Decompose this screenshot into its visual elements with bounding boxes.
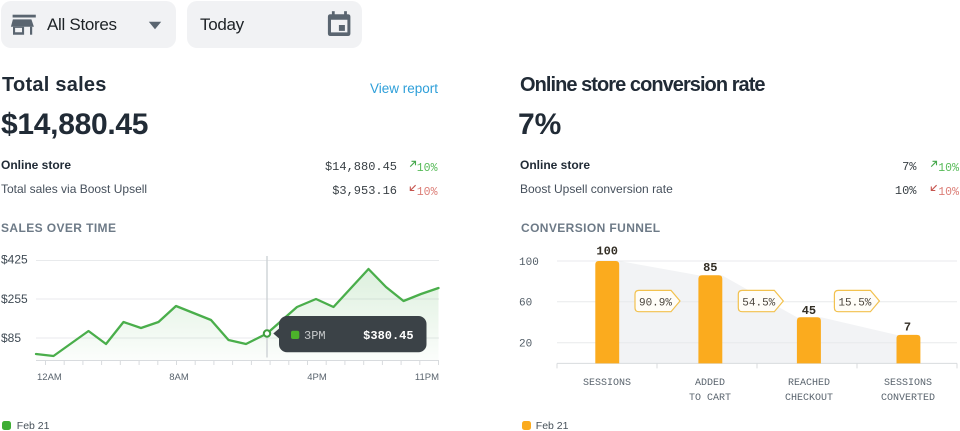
svg-text:CHECKOUT: CHECKOUT — [785, 393, 833, 404]
svg-text:$425: $425 — [1, 252, 28, 266]
svg-text:100: 100 — [596, 245, 618, 259]
svg-text:60: 60 — [519, 298, 532, 310]
svg-text:SESSIONS: SESSIONS — [884, 378, 932, 389]
svg-text:SESSIONS: SESSIONS — [583, 378, 631, 389]
svg-text:4PM: 4PM — [307, 372, 327, 383]
svg-text:54.5%: 54.5% — [742, 298, 775, 310]
svg-text:$85: $85 — [1, 331, 21, 345]
svg-text:CONVERTED: CONVERTED — [881, 393, 935, 404]
svg-text:ADDED: ADDED — [695, 378, 725, 389]
svg-text:15.5%: 15.5% — [838, 298, 871, 310]
svg-text:45: 45 — [802, 304, 816, 318]
svg-text:$255: $255 — [1, 292, 28, 306]
svg-text:90.9%: 90.9% — [639, 298, 672, 310]
svg-text:85: 85 — [703, 261, 717, 275]
svg-text:7: 7 — [904, 320, 911, 334]
svg-text:8AM: 8AM — [169, 372, 189, 383]
svg-text:20: 20 — [519, 339, 532, 351]
svg-text:3PM: 3PM — [304, 329, 326, 343]
svg-text:TO CART: TO CART — [689, 393, 731, 404]
svg-text:REACHED: REACHED — [788, 378, 830, 389]
svg-text:12AM: 12AM — [37, 372, 62, 383]
svg-text:11PM: 11PM — [415, 372, 439, 383]
svg-text:100: 100 — [519, 257, 539, 269]
svg-text:$380.45: $380.45 — [363, 329, 413, 343]
